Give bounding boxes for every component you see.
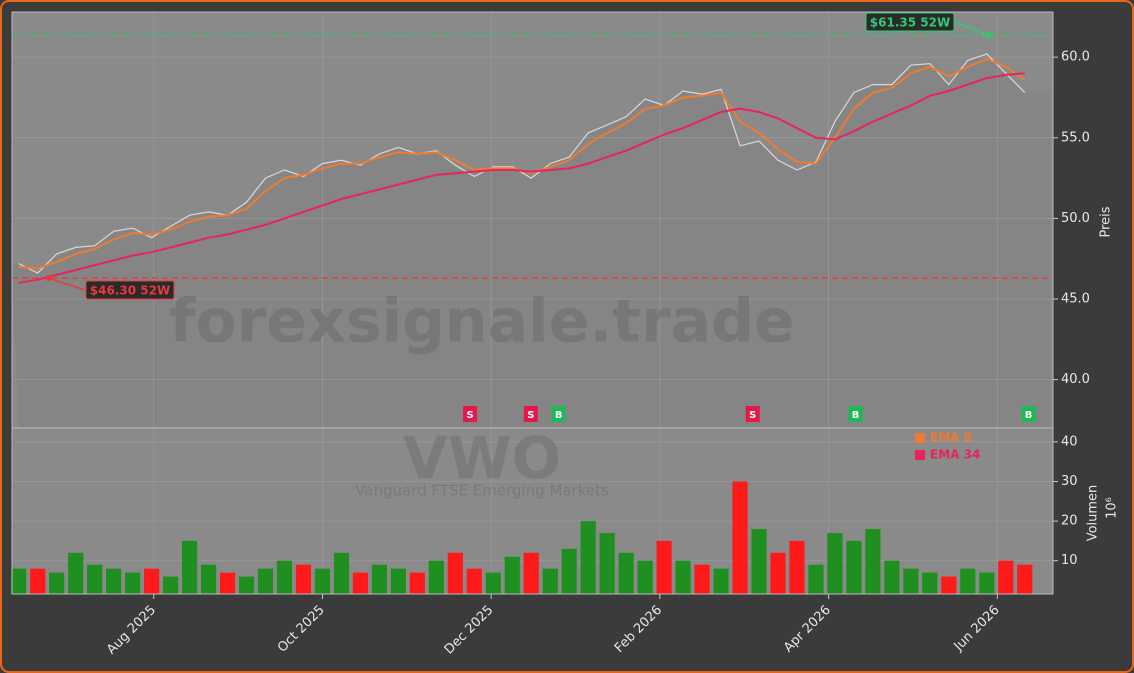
signal-marker <box>745 406 760 422</box>
y-tick-label: 60.0 <box>1061 50 1090 65</box>
volume-bar <box>846 540 862 594</box>
volume-bar <box>30 568 46 594</box>
volume-bar <box>922 572 938 594</box>
volume-bar <box>68 552 84 594</box>
volume-bar <box>580 521 596 594</box>
volume-bar <box>11 568 27 594</box>
volume-bar <box>125 572 141 594</box>
signal-label: S <box>466 410 473 421</box>
high-52w-point <box>985 32 992 39</box>
volume-bar <box>257 568 274 594</box>
volume-bar <box>675 560 691 594</box>
signal-label: S <box>527 410 534 421</box>
low-52w-label: $46.30 52W <box>90 284 170 298</box>
volume-bar <box>504 556 520 594</box>
ema-line <box>18 72 1025 284</box>
high-52w-label: $61.35 52W <box>870 16 950 30</box>
volume-bar <box>903 568 919 594</box>
volume-bar <box>618 552 634 594</box>
high-52w-box <box>865 12 955 32</box>
volume-bar <box>333 552 350 594</box>
volume-bar <box>865 529 881 594</box>
volume-bar <box>371 564 387 594</box>
volume-bar <box>599 532 615 594</box>
signal-label: B <box>555 410 563 421</box>
volume-bar <box>87 564 103 594</box>
low-52w-arrow <box>48 277 86 291</box>
volume-bar <box>181 540 198 594</box>
signal-marker <box>848 406 863 422</box>
volume-bar <box>238 576 255 594</box>
volume-bar <box>998 560 1014 594</box>
volume-tick-label: 30 <box>1061 474 1078 489</box>
volume-bar <box>808 564 824 594</box>
signal-label: B <box>1025 410 1033 421</box>
volume-bar <box>466 568 482 594</box>
y-tick-label: 50.0 <box>1061 211 1090 226</box>
signal-label: S <box>749 410 756 421</box>
signal-label: B <box>852 410 860 421</box>
volume-bar <box>428 560 444 594</box>
y-tick-label: 45.0 <box>1061 292 1090 307</box>
volume-bar <box>144 568 160 594</box>
volume-bar <box>751 529 767 594</box>
volume-bar <box>1017 564 1033 594</box>
volume-bar <box>409 572 425 594</box>
volume-bar <box>352 572 368 594</box>
volume-bar <box>656 540 672 594</box>
legend-swatch <box>915 433 925 443</box>
volume-bar <box>390 568 406 594</box>
ticker-watermark: VWO <box>403 424 561 492</box>
volume-bar <box>314 568 331 594</box>
volume-bar <box>106 568 122 594</box>
volume-unit: 10⁶ <box>1105 497 1120 519</box>
volume-bar <box>163 576 179 594</box>
volume-bar <box>827 532 843 594</box>
volume-bar <box>276 560 293 594</box>
volume-bar <box>732 481 748 594</box>
volume-bar <box>884 560 900 594</box>
volume-axis-label: Volumen <box>1086 485 1101 542</box>
volume-bar <box>447 552 463 594</box>
y-tick-label: 40.0 <box>1061 372 1090 387</box>
volume-bar <box>485 572 501 594</box>
signal-marker <box>523 406 538 422</box>
low-52w-point <box>45 275 52 282</box>
volume-bar <box>295 564 312 594</box>
legend-swatch <box>915 450 925 460</box>
legend-label: EMA 34 <box>930 448 980 462</box>
volume-bar <box>200 564 217 594</box>
volume-bar <box>523 552 539 594</box>
signal-marker <box>463 406 478 422</box>
volume-bar <box>770 552 786 594</box>
axes-border <box>11 11 1054 595</box>
volume-bar <box>49 572 65 594</box>
signal-marker <box>551 406 566 422</box>
y-axis-label: Preis <box>1099 206 1114 237</box>
volume-bar <box>694 564 710 594</box>
watermark: forexsignale.trade <box>169 287 794 357</box>
high-52w-arrow <box>954 21 990 37</box>
volume-bar <box>561 548 577 594</box>
volume-bar <box>542 568 558 594</box>
low-52w-box <box>85 280 175 300</box>
volume-tick-label: 10 <box>1061 553 1078 568</box>
volume-bar <box>713 568 729 594</box>
volume-tick-label: 40 <box>1061 434 1078 449</box>
legend-label: EMA 8 <box>930 431 972 445</box>
volume-tick-label: 20 <box>1061 514 1078 529</box>
volume-bar <box>941 576 957 594</box>
price-area <box>12 53 1050 429</box>
signal-marker <box>1021 406 1036 422</box>
fund-name-watermark: Vanguard FTSE Emerging Markets <box>355 482 609 500</box>
volume-bar <box>960 568 976 594</box>
volume-bar <box>637 560 653 594</box>
volume-bar <box>789 540 805 594</box>
y-tick-label: 55.0 <box>1061 130 1090 145</box>
price-line <box>18 53 1026 274</box>
volume-bar <box>219 572 236 594</box>
volume-bar <box>979 572 995 594</box>
